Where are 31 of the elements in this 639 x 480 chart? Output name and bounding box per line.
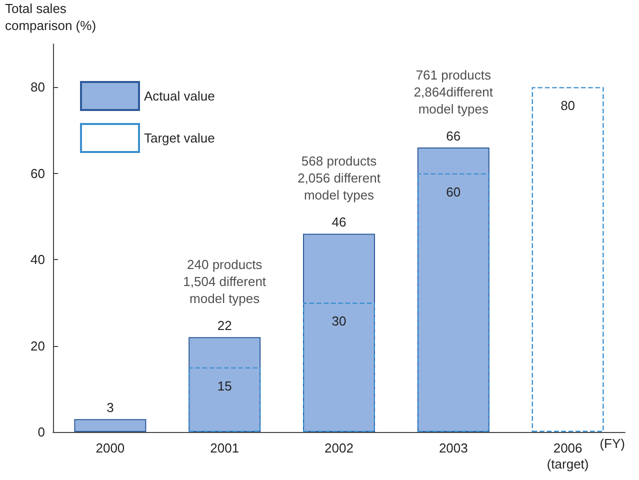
x-tick-label: 2006 (target) — [546, 440, 589, 472]
x-tick-label: 2003 — [438, 440, 468, 456]
y-axis-title: Total sales comparison (%) — [5, 1, 96, 33]
x-axis-title: (FY) — [600, 436, 626, 451]
data-label: 3 — [106, 400, 114, 416]
data-label: 80 — [560, 98, 576, 114]
legend-label: Target value — [144, 130, 215, 146]
y-tick-label: 20 — [30, 338, 45, 354]
data-label: 66 — [446, 128, 461, 144]
annotation: 240 products 1,504 different model types — [183, 257, 266, 306]
bar — [532, 87, 604, 432]
x-tick-label: 2002 — [324, 440, 354, 456]
y-tick-label: 80 — [30, 80, 45, 95]
y-tick-label: 60 — [30, 166, 45, 181]
bar — [303, 302, 375, 432]
annotation: 568 products 2,056 different model types — [298, 154, 381, 203]
data-label: 22 — [217, 318, 232, 334]
x-tick-label: 2001 — [210, 440, 240, 456]
y-tick-label: 40 — [30, 252, 45, 268]
bar — [303, 234, 375, 432]
bar — [188, 367, 261, 432]
data-label: 60 — [446, 184, 461, 200]
data-label: 30 — [332, 314, 346, 329]
y-tick-label: 0 — [38, 424, 45, 440]
bar — [188, 337, 261, 432]
bar — [74, 419, 146, 432]
data-label: 15 — [217, 378, 232, 394]
legend-label: Actual value — [144, 88, 215, 104]
annotation: 761 products 2,864different model types — [414, 67, 494, 116]
x-tick-label: 2000 — [96, 440, 125, 456]
data-label: 46 — [332, 214, 346, 230]
